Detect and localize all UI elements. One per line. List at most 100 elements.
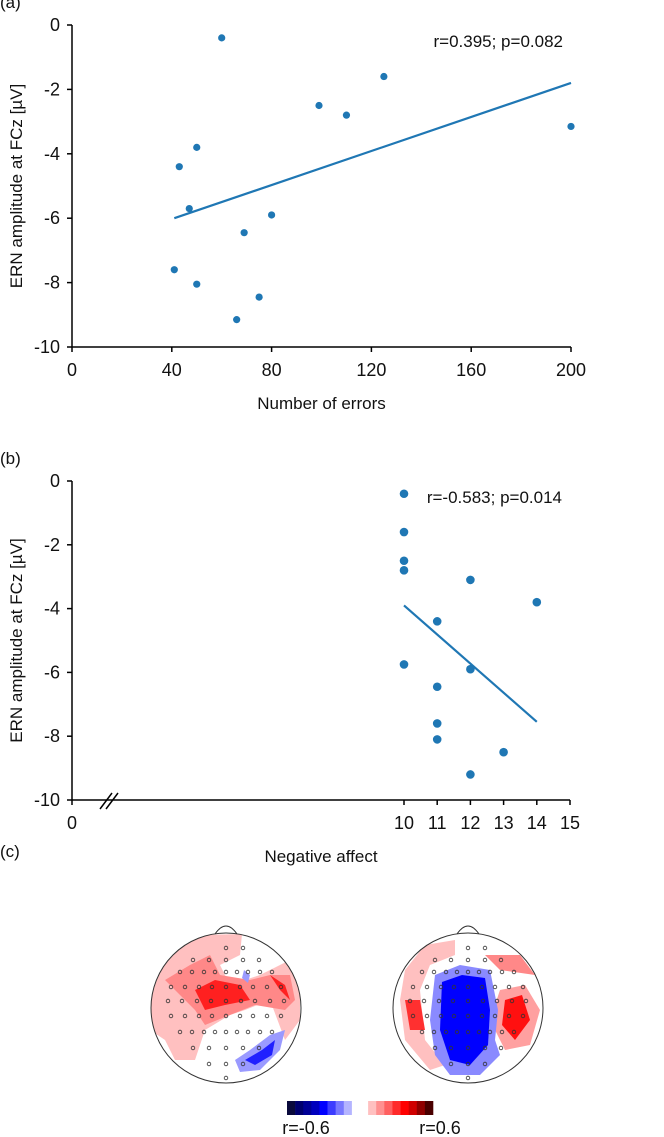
colorbar-segment [327, 1101, 336, 1115]
colorbar-min-label: r=-0.6 [282, 1118, 330, 1137]
electrode [238, 998, 244, 1004]
colorbar-segment [368, 1101, 377, 1115]
y-tick-label: 0 [50, 471, 60, 491]
electrode [196, 984, 202, 990]
x-tick-label: 10 [394, 813, 414, 833]
electrode [281, 998, 287, 1004]
electrode [432, 957, 438, 963]
electrode [182, 984, 188, 990]
electrode [482, 1061, 488, 1067]
y-tick-label: -2 [44, 79, 60, 99]
chart-a: (a) 0 -2 -4 -6 -8 -10 0 40 80 120 160 200 Number of e… [0, 0, 586, 413]
y-tick-label: -4 [44, 599, 60, 619]
x-tick-label: 13 [494, 813, 514, 833]
nose-icon [214, 925, 238, 935]
electrodes-right [407, 945, 529, 1081]
data-point [399, 556, 409, 566]
electrode [506, 984, 512, 990]
electrode [431, 969, 437, 975]
y-tick-label: -10 [34, 790, 60, 810]
data-point [499, 747, 508, 757]
electrode [264, 1013, 270, 1019]
y-tick-label: 0 [50, 15, 60, 35]
electrode [465, 998, 471, 1004]
data-point [399, 489, 409, 499]
data-point [399, 527, 409, 537]
electrode [182, 1013, 188, 1019]
data-point [193, 280, 201, 288]
x-tick-label: 120 [356, 360, 386, 380]
electrode [436, 998, 442, 1004]
electrode [212, 1029, 218, 1035]
electrode [234, 1029, 240, 1035]
electrode [523, 998, 529, 1004]
electrode [492, 1013, 498, 1019]
electrode [480, 998, 486, 1004]
data-point [399, 566, 409, 575]
data-point [399, 660, 409, 669]
topomap-left [150, 925, 302, 1084]
y-tick-label: -10 [34, 337, 60, 357]
y-tick-label: -6 [44, 662, 60, 682]
y-tick-label: -8 [44, 273, 60, 293]
electrode [223, 984, 229, 990]
colorbar-segment [408, 1101, 418, 1115]
electrode [419, 1029, 425, 1035]
electrodes-left [165, 945, 287, 1081]
colorbar-segment [303, 1101, 312, 1115]
colorbar-max-label: r=0.6 [419, 1118, 461, 1137]
data-point [233, 316, 241, 324]
colorbar-segment [376, 1101, 385, 1115]
electrode [256, 957, 262, 963]
colorbar-segment [351, 1101, 361, 1115]
data-point [255, 293, 263, 301]
electrode [223, 945, 229, 951]
electrode [451, 984, 457, 990]
electrode [245, 1029, 251, 1035]
electrode [492, 984, 498, 990]
electrode [206, 957, 212, 963]
data-point [532, 597, 542, 607]
electrode [223, 1029, 229, 1035]
panel-label: (a) [0, 0, 21, 12]
data-point [268, 211, 276, 219]
electrode [250, 1013, 256, 1019]
electrode [448, 1045, 454, 1051]
electrode [194, 998, 200, 1004]
data-point [170, 266, 178, 274]
electrode [482, 957, 488, 963]
x-tick-label: 11 [428, 813, 447, 833]
y-tick-label: -4 [44, 144, 60, 164]
electrode [223, 1045, 229, 1051]
data-point [175, 163, 183, 171]
electrode [498, 957, 504, 963]
electrode [438, 1013, 444, 1019]
electrode [189, 1029, 195, 1035]
electrode [431, 1029, 437, 1035]
electrode [487, 969, 493, 975]
x-axis-label: Negative affect [264, 847, 377, 866]
electrode [209, 1013, 215, 1019]
data-point [466, 575, 475, 585]
electrode [240, 1045, 246, 1051]
x-axis-label: Number of errors [257, 394, 385, 413]
electrode [209, 984, 215, 990]
data-point [432, 735, 442, 744]
electrode [269, 969, 275, 975]
electrode [165, 998, 171, 1004]
electrode [482, 1045, 488, 1051]
x-tick-label: 15 [560, 813, 580, 833]
electrode [506, 1013, 512, 1019]
colorbar-segment [424, 1101, 434, 1115]
electrode [223, 1013, 229, 1019]
electrode [240, 957, 246, 963]
electrode [465, 1075, 471, 1081]
electrode [438, 984, 444, 990]
electrode [278, 1013, 284, 1019]
x-tick-label: 200 [556, 360, 586, 380]
electrode [223, 1061, 229, 1067]
data-point [193, 143, 201, 151]
electrode [190, 957, 196, 963]
topomap-right [392, 925, 544, 1084]
